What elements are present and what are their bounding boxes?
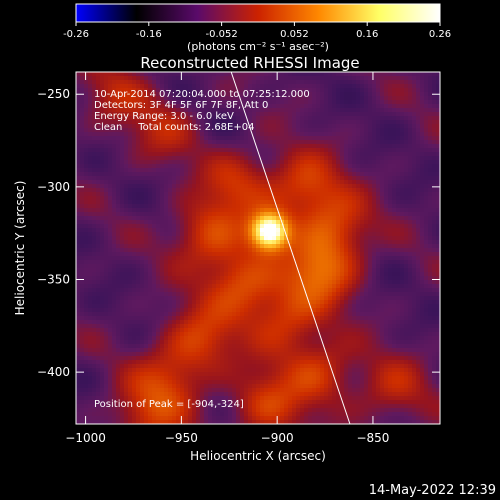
y-tick-label: −250 bbox=[37, 87, 70, 101]
x-tick-label: −900 bbox=[261, 431, 294, 445]
info-block: 10-Apr-2014 07:20:04.000 to 07:25:12.000… bbox=[94, 89, 310, 133]
heatmap-cells bbox=[76, 72, 440, 424]
y-tick-label: −350 bbox=[37, 272, 70, 286]
colorbar-tick-label: -0.26 bbox=[63, 29, 89, 40]
info-line: Energy Range: 3.0 - 6.0 keV bbox=[94, 111, 234, 122]
peak-position-label: Position of Peak = [-904,-324] bbox=[94, 399, 244, 410]
x-tick-label: −1000 bbox=[65, 431, 106, 445]
colorbar-tick-label: 0.16 bbox=[356, 29, 378, 40]
plot-frame bbox=[75, 71, 441, 425]
image-panel: −1000 −950 −900 −850 −400 −350 −300 −250 bbox=[37, 71, 441, 445]
x-axis-label: Heliocentric X (arcsec) bbox=[190, 449, 326, 463]
x-tick-label: −850 bbox=[356, 431, 389, 445]
colorbar-tick-label: 0.26 bbox=[429, 29, 451, 40]
y-tick-label: −300 bbox=[37, 180, 70, 194]
colorbar-tick-label: -0.16 bbox=[136, 29, 162, 40]
footer-date: 14-May-2022 12:39 bbox=[369, 483, 496, 498]
y-axis-label: Heliocentric Y (arcsec) bbox=[13, 181, 27, 316]
colorbar-ticks: -0.26 -0.16 -0.052 0.052 0.16 0.26 bbox=[63, 22, 451, 40]
x-tick-label: −950 bbox=[165, 431, 198, 445]
plot-title: Reconstructed RHESSI Image bbox=[140, 54, 359, 72]
colorbar-units: (photons cm⁻² s⁻¹ asec⁻²) bbox=[187, 40, 329, 53]
colorbar-tick-label: -0.052 bbox=[205, 29, 237, 40]
info-line: Clean Total counts: 2.68E+04 bbox=[94, 122, 254, 133]
y-tick-label: −400 bbox=[37, 365, 70, 379]
axis-ticks: −1000 −950 −900 −850 −400 −350 −300 −250 bbox=[37, 72, 440, 445]
colorbar-gradient bbox=[75, 3, 441, 23]
info-line: Detectors: 3F 4F 5F 6F 7F 8F, Att 0 bbox=[94, 100, 268, 111]
colorbar-tick-label: 0.052 bbox=[280, 29, 309, 40]
info-line: 10-Apr-2014 07:20:04.000 to 07:25:12.000 bbox=[94, 89, 310, 100]
colorbar: -0.26 -0.16 -0.052 0.052 0.16 0.26 (photons c… bbox=[63, 3, 451, 53]
solar-limb-line bbox=[230, 72, 351, 424]
